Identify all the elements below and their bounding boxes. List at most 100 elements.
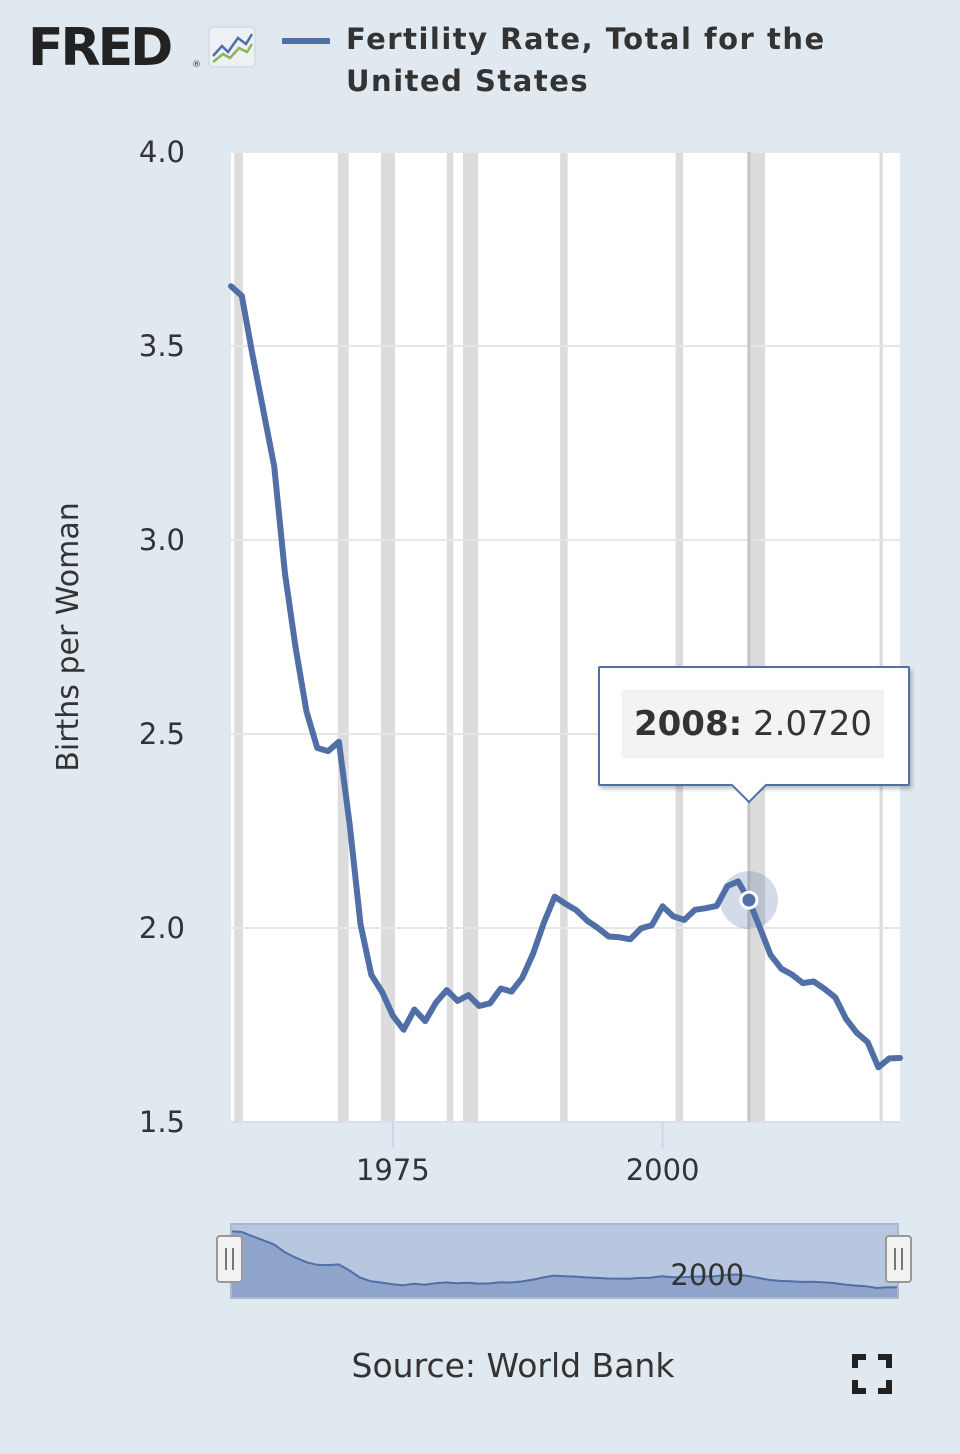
data-point[interactable] [541, 920, 547, 926]
y-axis-ticks: 1.5 2.0 2.5 3.0 3.5 4.0 [139, 135, 185, 1139]
data-point[interactable] [271, 463, 277, 469]
data-point[interactable] [584, 918, 590, 924]
logo-registered-mark: ® [192, 60, 201, 70]
series-line[interactable] [228, 283, 903, 1071]
data-point[interactable] [606, 934, 612, 940]
data-point[interactable] [616, 934, 622, 940]
data-point[interactable] [239, 293, 245, 299]
data-point[interactable] [293, 645, 299, 651]
data-point[interactable] [703, 905, 709, 911]
data-point[interactable] [660, 903, 666, 909]
legend-series-swatch [282, 38, 330, 44]
data-point[interactable] [886, 1055, 892, 1061]
recession-band [560, 152, 568, 1122]
data-point[interactable] [433, 999, 439, 1005]
y-tick-label: 1.5 [139, 1105, 185, 1139]
x-axis-ticks: 1975 2000 [356, 1122, 700, 1187]
data-point[interactable] [552, 894, 558, 900]
data-point[interactable] [487, 1000, 493, 1006]
y-tick-label: 3.5 [139, 329, 185, 363]
navigator-left-handle[interactable] [216, 1235, 243, 1283]
data-point[interactable] [897, 1055, 903, 1061]
data-point[interactable] [519, 975, 525, 981]
x-tick-label: 1975 [356, 1153, 430, 1187]
data-point[interactable] [379, 989, 385, 995]
data-point[interactable] [843, 1016, 849, 1022]
chart-header: FRED ® Fertility Rate, Total for the Uni… [0, 0, 960, 120]
navigator-tick-label: 2000 [670, 1258, 744, 1292]
line-chart-icon [208, 26, 256, 68]
data-point[interactable] [573, 907, 579, 913]
y-tick-label: 4.0 [139, 135, 185, 169]
data-point[interactable] [530, 951, 536, 957]
data-point[interactable] [465, 992, 471, 998]
tooltip-content: 2008: 2.0720 [622, 690, 884, 758]
recession-band [337, 152, 349, 1122]
source-note: Source: World Bank [351, 1346, 675, 1385]
legend-series-label: Fertility Rate, Total for the United Sta… [346, 22, 826, 98]
data-point[interactable] [401, 1027, 407, 1033]
data-point[interactable] [260, 408, 266, 414]
y-tick-label: 2.5 [139, 717, 185, 751]
data-point[interactable] [304, 708, 310, 714]
recession-band [462, 152, 479, 1122]
y-tick-label: 2.0 [139, 911, 185, 945]
data-point[interactable] [681, 917, 687, 923]
data-point[interactable] [411, 1006, 417, 1012]
data-point[interactable] [347, 822, 353, 828]
data-point[interactable] [336, 739, 342, 745]
data-point[interactable] [821, 986, 827, 992]
data-point[interactable] [627, 936, 633, 942]
data-point[interactable] [832, 994, 838, 1000]
fullscreen-icon[interactable] [852, 1354, 892, 1394]
y-tick-label: 3.0 [139, 523, 185, 557]
data-point[interactable] [509, 989, 515, 995]
highlight-point[interactable] [739, 890, 759, 910]
data-point[interactable] [768, 952, 774, 958]
tooltip-year: 2008: [633, 704, 743, 744]
data-point[interactable] [498, 986, 504, 992]
data-point[interactable] [282, 571, 288, 577]
navigator-right-handle[interactable] [885, 1235, 912, 1283]
recession-band [446, 152, 454, 1122]
recession-band [747, 152, 766, 1122]
data-point[interactable] [854, 1030, 860, 1036]
y-axis-title: Births per Woman [51, 502, 86, 771]
data-point[interactable] [563, 901, 569, 907]
data-point[interactable] [692, 907, 698, 913]
data-point[interactable] [455, 998, 461, 1004]
data-point[interactable] [228, 283, 234, 289]
tooltip-value: 2.0720 [753, 704, 872, 744]
data-tooltip: 2008: 2.0720 [598, 666, 910, 804]
data-point[interactable] [649, 922, 655, 928]
data-point[interactable] [250, 352, 256, 358]
data-point[interactable] [325, 748, 331, 754]
data-point[interactable] [811, 979, 817, 985]
recession-band [234, 152, 243, 1122]
data-point[interactable] [476, 1003, 482, 1009]
data-point[interactable] [865, 1039, 871, 1045]
data-point[interactable] [638, 925, 644, 931]
recession-band [675, 152, 684, 1122]
data-point[interactable] [714, 903, 720, 909]
data-point[interactable] [444, 987, 450, 993]
recession-bands [234, 152, 883, 1122]
recession-band [380, 152, 396, 1122]
navigator[interactable]: 2000 [216, 1223, 912, 1299]
data-point[interactable] [595, 925, 601, 931]
navigator-series-area [230, 1230, 899, 1299]
data-point[interactable] [789, 972, 795, 978]
logo-text: FRED [28, 18, 173, 78]
data-point[interactable] [670, 913, 676, 919]
data-point[interactable] [422, 1018, 428, 1024]
data-point[interactable] [778, 966, 784, 972]
x-tick-label: 2000 [626, 1153, 700, 1187]
recession-band [879, 152, 883, 1122]
data-point[interactable] [314, 745, 320, 751]
data-point[interactable] [368, 972, 374, 978]
data-point[interactable] [357, 921, 363, 927]
data-point[interactable] [800, 980, 806, 986]
data-point[interactable] [875, 1064, 881, 1070]
data-point[interactable] [390, 1013, 396, 1019]
